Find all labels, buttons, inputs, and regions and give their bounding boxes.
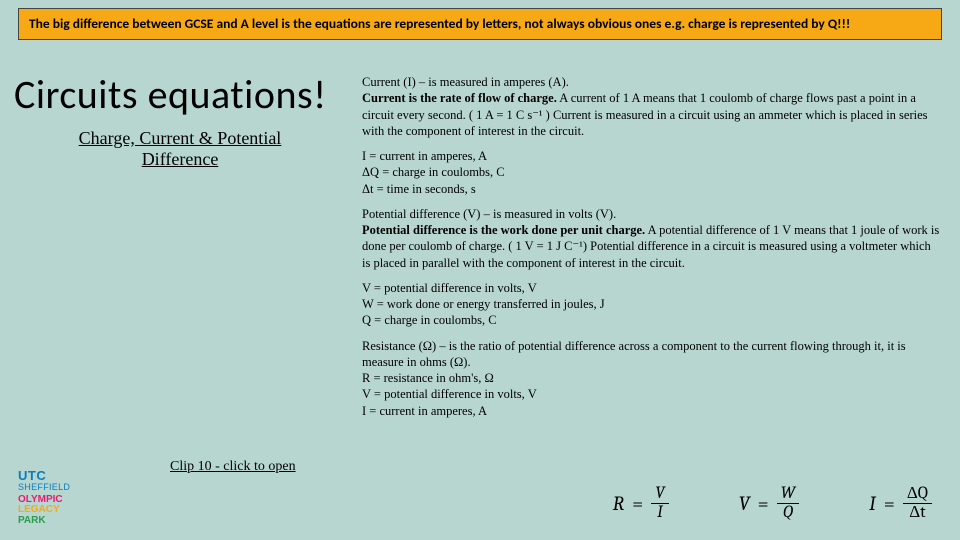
equation-i: I = ΔQ Δt xyxy=(869,485,932,522)
res-def-1: R = resistance in ohm's, Ω xyxy=(362,371,494,385)
current-def-3: Δt = time in seconds, s xyxy=(362,182,476,196)
current-bold: Current is the rate of flow of charge. xyxy=(362,91,557,105)
equation-r: R = V I xyxy=(613,485,669,522)
pd-def-2: W = work done or energy transferred in j… xyxy=(362,297,605,311)
clip-link[interactable]: Clip 10 - click to open xyxy=(170,459,296,475)
eq-i-den: Δt xyxy=(905,504,929,522)
logo-olympic: OLYMPIC xyxy=(18,494,63,505)
equation-v: V = W Q xyxy=(739,485,800,522)
page-subtitle: Charge, Current & Potential Difference xyxy=(50,128,310,170)
eq-v-den: Q xyxy=(779,504,798,522)
page-title: Circuits equations! xyxy=(14,70,327,119)
eq-r-num: V xyxy=(651,485,668,504)
body-content: Current (I) – is measured in amperes (A)… xyxy=(362,74,940,428)
res-def-3: I = current in amperes, A xyxy=(362,404,487,418)
eq-i-num: ΔQ xyxy=(903,485,932,504)
eq-v-num: W xyxy=(777,485,799,504)
eq-r-lhs: R xyxy=(613,492,624,515)
logo-utc: UTC xyxy=(18,469,108,483)
eq-i-lhs: I xyxy=(869,492,876,515)
res-lead: Resistance (Ω) – is the ratio of potenti… xyxy=(362,339,906,369)
pd-lead: Potential difference (V) – is measured i… xyxy=(362,207,616,221)
current-def-1: I = current in amperes, A xyxy=(362,149,487,163)
logo-block: UTC SHEFFIELD OLYMPIC LEGACY PARK xyxy=(18,469,108,526)
intro-banner: The big difference between GCSE and A le… xyxy=(18,8,942,40)
pd-def-3: Q = charge in coulombs, C xyxy=(362,313,497,327)
current-lead: Current (I) – is measured in amperes (A)… xyxy=(362,75,569,89)
res-def-2: V = potential difference in volts, V xyxy=(362,387,537,401)
logo-sheffield: SHEFFIELD xyxy=(18,483,108,492)
equals-sign: = xyxy=(632,492,643,515)
eq-r-den: I xyxy=(653,504,667,522)
equals-sign: = xyxy=(758,492,769,515)
pd-bold: Potential difference is the work done pe… xyxy=(362,223,645,237)
current-def-2: ΔQ = charge in coulombs, C xyxy=(362,165,505,179)
logo-legacy: LEGACY xyxy=(18,504,60,515)
logo-park: PARK xyxy=(18,515,46,526)
equals-sign: = xyxy=(884,492,895,515)
equations-row: R = V I V = W Q I = ΔQ Δt xyxy=(613,485,932,522)
pd-def-1: V = potential difference in volts, V xyxy=(362,281,537,295)
eq-v-lhs: V xyxy=(739,492,750,515)
